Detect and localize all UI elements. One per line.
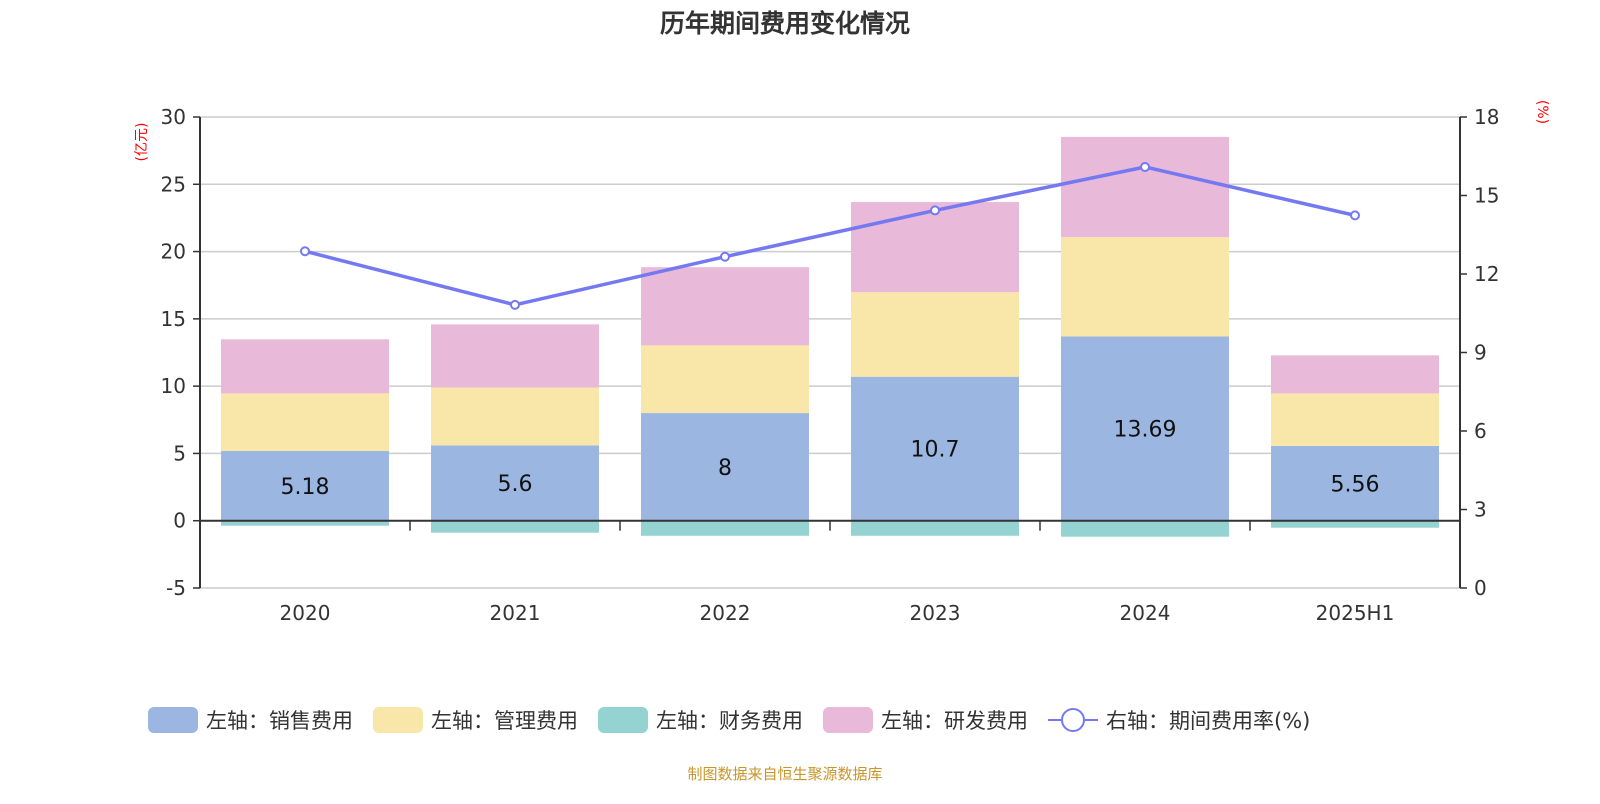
bar-segment bbox=[431, 387, 599, 446]
bar-segment bbox=[641, 345, 809, 414]
legend-marker bbox=[1061, 708, 1085, 732]
legend: 左轴：销售费用 左轴：管理费用 左轴：财务费用 左轴：研发费用 右轴：期间费用率(%) bbox=[148, 707, 1310, 733]
axes: -5 0 5 10 15 20 25 30 0 3 6 9 12 15 18 2020 2021 2022 2023… bbox=[161, 105, 1500, 625]
right-tick-label: 15 bbox=[1474, 184, 1499, 208]
bar-value-label: 13.69 bbox=[1114, 418, 1177, 443]
left-tick-label: 30 bbox=[161, 105, 186, 129]
bar-segment bbox=[851, 202, 1019, 293]
bar-segment bbox=[431, 324, 599, 388]
bar-segment bbox=[1061, 237, 1229, 337]
legend-label: 右轴：期间费用率(%) bbox=[1106, 709, 1310, 733]
legend-swatch bbox=[373, 707, 423, 733]
left-tick-label: 0 bbox=[173, 509, 186, 533]
bar-segment bbox=[221, 393, 389, 452]
bar-segment bbox=[641, 413, 809, 521]
category-label: 2022 bbox=[700, 601, 751, 625]
legend-label: 左轴：管理费用 bbox=[431, 709, 578, 733]
bar-segment bbox=[1271, 520, 1439, 528]
bar-segment bbox=[851, 376, 1019, 521]
bar-segment bbox=[1061, 520, 1229, 537]
rate-line bbox=[300, 161, 1360, 310]
data-labels: 5.18 5.6 8 10.7 13.69 5.56 bbox=[281, 418, 1380, 500]
bar-segment bbox=[1271, 355, 1439, 394]
right-tick-label: 9 bbox=[1474, 341, 1487, 365]
legend-label: 左轴：研发费用 bbox=[881, 709, 1028, 733]
rate-point bbox=[930, 205, 940, 216]
legend-label: 左轴：销售费用 bbox=[206, 709, 353, 733]
bar-segment bbox=[221, 451, 389, 521]
legend-swatch bbox=[823, 707, 873, 733]
bar-segment bbox=[1271, 445, 1439, 521]
rate-point bbox=[1140, 161, 1150, 172]
bar-segment bbox=[221, 339, 389, 394]
right-axis-label: (%) bbox=[1534, 100, 1550, 124]
legend-label: 左轴：财务费用 bbox=[656, 709, 803, 733]
bar-segment bbox=[431, 520, 599, 533]
right-tick-label: 0 bbox=[1474, 576, 1487, 600]
rate-point bbox=[510, 299, 520, 310]
bar-value-label: 8 bbox=[718, 456, 732, 481]
bars bbox=[221, 136, 1439, 537]
left-tick-label: 5 bbox=[173, 441, 186, 465]
rate-point bbox=[720, 251, 730, 262]
chart-title: 历年期间费用变化情况 bbox=[660, 9, 910, 38]
left-axis-label: (亿元) bbox=[134, 123, 150, 162]
source-note: 制图数据来自恒生聚源数据库 bbox=[687, 765, 882, 783]
bar-segment bbox=[431, 445, 599, 521]
legend-swatch bbox=[148, 707, 198, 733]
category-label: 2024 bbox=[1120, 601, 1171, 625]
left-tick-label: 15 bbox=[161, 307, 186, 331]
bar-segment bbox=[641, 520, 809, 536]
bar-value-label: 5.18 bbox=[281, 475, 330, 500]
bar-segment bbox=[1271, 393, 1439, 446]
bar-segment bbox=[1061, 136, 1229, 238]
category-label: 2025H1 bbox=[1316, 601, 1395, 625]
right-tick-label: 18 bbox=[1474, 105, 1499, 129]
right-tick-label: 12 bbox=[1474, 262, 1499, 286]
legend-swatch bbox=[598, 707, 648, 733]
bar-segment bbox=[851, 292, 1019, 377]
category-label: 2023 bbox=[910, 601, 961, 625]
category-label: 2021 bbox=[490, 601, 541, 625]
left-tick-label: -5 bbox=[166, 576, 186, 600]
bar-value-label: 5.6 bbox=[498, 472, 533, 497]
bar-value-label: 5.56 bbox=[1331, 472, 1380, 497]
rate-point bbox=[1350, 210, 1360, 221]
right-tick-label: 3 bbox=[1474, 498, 1487, 522]
rate-point bbox=[300, 246, 310, 257]
right-tick-label: 6 bbox=[1474, 419, 1487, 443]
bar-segment bbox=[641, 267, 809, 346]
bar-segment bbox=[1061, 336, 1229, 521]
category-label: 2020 bbox=[280, 601, 331, 625]
bar-value-label: 10.7 bbox=[911, 438, 960, 463]
left-tick-label: 20 bbox=[161, 240, 186, 264]
left-tick-label: 25 bbox=[161, 172, 186, 196]
rate-line-path bbox=[304, 165, 1356, 307]
bar-segment bbox=[221, 520, 389, 526]
left-tick-label: 10 bbox=[161, 374, 186, 398]
bar-segment bbox=[851, 520, 1019, 536]
